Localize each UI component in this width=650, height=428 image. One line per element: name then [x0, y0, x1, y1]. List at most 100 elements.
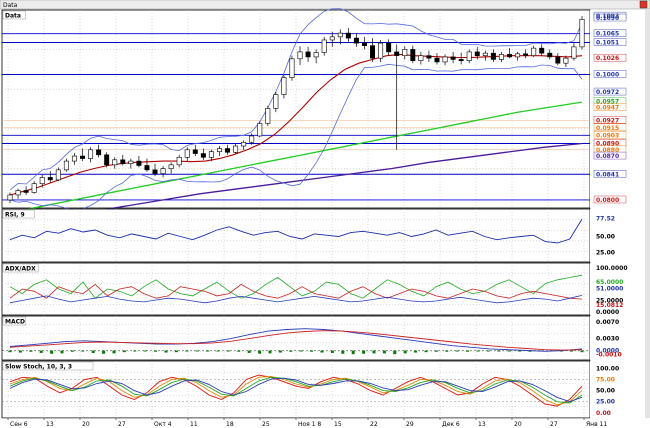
y-tick-label: 100.0000	[596, 265, 628, 272]
x-tick-label: 22	[370, 421, 378, 428]
panel-label: MACD	[5, 319, 25, 326]
x-tick-label: 27	[550, 421, 558, 428]
candle-body	[507, 54, 512, 58]
panel-4	[1, 360, 644, 419]
macd-hist-bar	[216, 350, 220, 352]
candle-body	[337, 32, 343, 38]
candle-body	[531, 47, 537, 56]
macd-hist-bar	[81, 350, 85, 352]
bollinger-upper	[9, 8, 583, 191]
candle-body	[88, 149, 94, 159]
macd-hist-bar	[39, 350, 43, 353]
macd-hist-bar	[497, 350, 501, 352]
y-tick-label: 25.00	[596, 399, 615, 406]
candle-body	[297, 51, 303, 60]
price-tag-box	[593, 38, 627, 46]
x-tick-label: Янв 11	[586, 421, 607, 428]
window-title: Data	[3, 2, 18, 9]
candle-body	[458, 59, 464, 61]
macd-hist-bar	[424, 350, 428, 353]
macd-hist-bar	[154, 350, 158, 352]
stoch-line	[9, 377, 583, 403]
candle-body	[225, 148, 231, 153]
panel-1	[1, 208, 644, 263]
candle-body	[273, 94, 279, 109]
candle-body	[31, 183, 37, 193]
candle-body	[136, 160, 142, 166]
candle-body	[249, 135, 255, 143]
candle-body	[442, 56, 448, 63]
macd-hist-bar	[518, 350, 522, 352]
candle-body	[571, 46, 577, 59]
candle-body	[208, 151, 214, 158]
price-tag-box	[593, 123, 627, 132]
macd-hist-bar	[393, 350, 397, 355]
macd-hist-bar	[143, 350, 147, 352]
y-tick-label: 0.00	[596, 410, 611, 417]
x-tick-label: 20	[514, 421, 522, 428]
candle-body	[39, 177, 45, 184]
y-tick-label: 50.00	[596, 233, 615, 240]
y-tick-label: 0.0927	[596, 117, 619, 124]
panel-frame	[1, 208, 591, 263]
x-tick-label: 13	[46, 421, 54, 428]
macd-hist-bar	[414, 350, 418, 353]
macd-hist-bar	[8, 350, 12, 353]
x-tick-label: 18	[226, 421, 234, 428]
x-tick-label: Дек 6	[442, 421, 460, 428]
candle-body	[386, 42, 392, 53]
candle-body	[563, 57, 569, 64]
macd-hist-bar	[133, 350, 137, 352]
macd-hist-bar	[206, 350, 210, 352]
candle-body	[474, 51, 480, 56]
candle-body	[539, 47, 545, 54]
macd-line	[9, 330, 583, 351]
candle-body	[55, 169, 61, 181]
y-tick-label: 0.0972	[596, 89, 619, 96]
macd-hist-bar	[91, 350, 95, 353]
macd-hist-bar	[258, 350, 262, 354]
y-tick-label: 0.0880	[596, 147, 619, 154]
macd-hist-bar	[455, 350, 459, 352]
candle-body	[23, 190, 29, 193]
macd-hist-bar	[372, 350, 376, 354]
macd-hist-bar	[341, 350, 345, 354]
candle-body	[329, 36, 335, 41]
y-tick-label: 100.00	[596, 365, 619, 372]
macd-hist-bar	[122, 350, 126, 353]
candle-body	[378, 42, 384, 59]
y-tick-label: 75.00	[596, 377, 615, 384]
y-tick-label: 0.0903	[596, 132, 619, 139]
y-tick-label: -0.0010	[596, 352, 622, 359]
candle-body	[466, 51, 472, 61]
candle-body	[450, 56, 456, 60]
candle-body	[490, 52, 496, 60]
macd-hist-bar	[278, 350, 282, 353]
adx-line	[9, 283, 583, 300]
panel-label: Slow Stoch, 10, 3, 3	[5, 364, 72, 371]
macd-hist-bar	[466, 350, 470, 352]
candle-body	[498, 54, 504, 60]
candle-body	[555, 56, 561, 64]
title-bar	[0, 0, 650, 10]
macd-hist-bar	[351, 350, 355, 355]
candle-body	[353, 37, 359, 44]
price-tag-box	[593, 13, 627, 22]
macd-hist-bar	[50, 350, 54, 354]
candle-body	[104, 154, 110, 166]
y-tick-label: 0.0957	[596, 98, 619, 105]
y-tick-label: 0.1090	[596, 15, 619, 22]
macd-hist-bar	[70, 350, 74, 352]
candle-body	[482, 52, 488, 56]
y-tick-label: 0.0070	[596, 319, 619, 326]
y-tick-label: 0.1026	[596, 55, 619, 62]
macd-hist-bar	[320, 350, 324, 353]
macd-hist-bar	[226, 350, 230, 352]
x-tick-label: Ноя 1 8	[298, 421, 321, 428]
macd-hist-bar	[237, 350, 241, 352]
macd-hist-bar	[164, 350, 168, 353]
candle-body	[321, 39, 327, 53]
x-axis-strip	[0, 418, 645, 428]
y-tick-label: 50.00	[596, 388, 615, 395]
